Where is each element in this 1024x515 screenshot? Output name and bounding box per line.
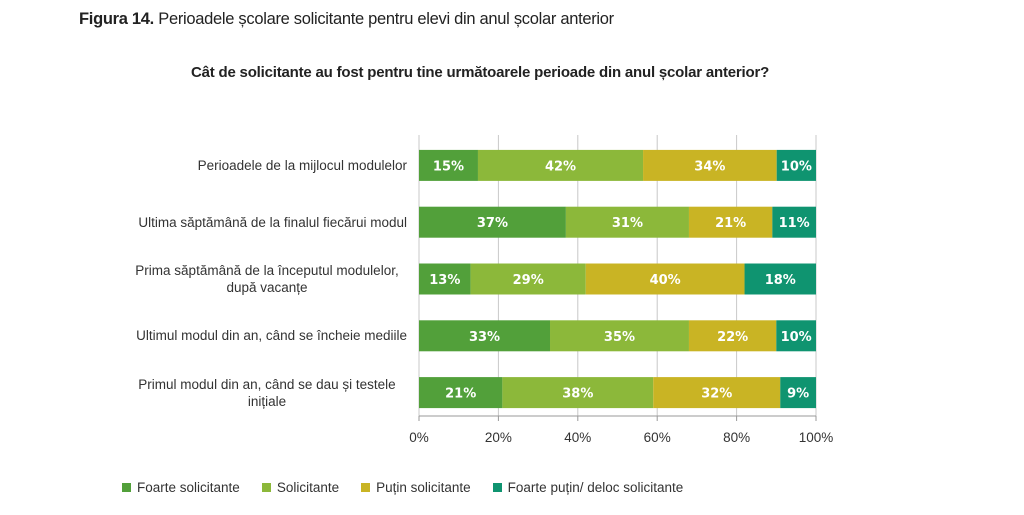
bar-segment bbox=[688, 206, 773, 238]
bar-segment bbox=[419, 149, 478, 181]
bar-segment bbox=[776, 320, 816, 352]
data-label: 21% bbox=[715, 216, 746, 231]
x-tick-label: 60% bbox=[644, 430, 671, 445]
figure-number: Figura 14. bbox=[79, 10, 154, 28]
bar-segment bbox=[688, 320, 777, 352]
legend-item: Foarte solicitante bbox=[122, 480, 240, 495]
data-label: 38% bbox=[562, 387, 593, 402]
legend-swatch bbox=[361, 483, 371, 492]
legend-label: Solicitante bbox=[276, 480, 340, 495]
legend: Foarte solicitante Solicitante Puțin solic… bbox=[122, 480, 705, 495]
category-label: Prima săptămână de la începutul modulelo… bbox=[135, 263, 399, 295]
data-label: 31% bbox=[612, 216, 643, 231]
data-label: 33% bbox=[469, 330, 500, 345]
bar-segment bbox=[585, 263, 745, 295]
x-tick-label: 0% bbox=[409, 430, 429, 445]
data-label: 35% bbox=[604, 330, 635, 345]
legend-swatch bbox=[492, 483, 502, 492]
data-label: 13% bbox=[429, 273, 460, 288]
legend-swatch bbox=[261, 483, 271, 492]
data-label: 11% bbox=[779, 216, 810, 231]
data-label: 32% bbox=[701, 387, 732, 402]
bar-segment bbox=[653, 377, 781, 409]
legend-label: Foarte solicitante bbox=[137, 480, 240, 495]
bar-segment bbox=[470, 263, 586, 295]
x-tick-label: 40% bbox=[564, 430, 591, 445]
data-label: 22% bbox=[717, 330, 748, 345]
data-label: 29% bbox=[513, 273, 544, 288]
bar-segment bbox=[550, 320, 689, 352]
data-label: 10% bbox=[781, 330, 812, 345]
category-label: Ultimul modul din an, când se încheie me… bbox=[136, 328, 407, 344]
legend-label: Puțin solicitante bbox=[376, 480, 471, 495]
figure-caption: Figura 14. Perioadele școlare solicitant… bbox=[79, 10, 614, 29]
data-label: 37% bbox=[477, 216, 508, 231]
bar-segment bbox=[419, 320, 551, 352]
bar-segment bbox=[477, 149, 644, 181]
data-label: 42% bbox=[545, 159, 576, 174]
category-label: Primul modul din an, când se dau și test… bbox=[138, 376, 396, 409]
legend-swatch bbox=[122, 483, 131, 492]
bar-segment bbox=[419, 263, 471, 295]
data-label: 15% bbox=[433, 159, 464, 174]
bar-segment bbox=[744, 263, 816, 295]
bar-segment bbox=[565, 206, 689, 238]
bar-segment bbox=[419, 377, 503, 409]
data-label: 9% bbox=[787, 387, 809, 402]
figure-caption-text: Perioadele școlare solicitante pentru el… bbox=[158, 10, 614, 28]
data-label: 34% bbox=[694, 159, 725, 174]
bar-segment bbox=[419, 206, 566, 238]
data-label: 10% bbox=[781, 159, 812, 174]
x-tick-label: 20% bbox=[485, 430, 512, 445]
x-tick-label: 80% bbox=[723, 430, 750, 445]
data-label: 21% bbox=[445, 387, 476, 402]
legend-item: Solicitante bbox=[261, 480, 340, 495]
category-label: Ultima săptămână de la finalul fiecărui … bbox=[138, 214, 407, 230]
data-label: 40% bbox=[650, 273, 681, 288]
data-label: 18% bbox=[765, 273, 796, 288]
legend-item: Foarte puțin/ deloc solicitante bbox=[492, 480, 684, 495]
chart-title: Cât de solicitante au fost pentru tine u… bbox=[190, 64, 770, 81]
bar-segment bbox=[776, 149, 816, 181]
category-label: Perioadele de la mijlocul modulelor bbox=[197, 157, 407, 173]
bar-segment bbox=[772, 206, 816, 238]
bar-segment bbox=[780, 377, 816, 409]
legend-label: Foarte puțin/ deloc solicitante bbox=[507, 480, 684, 495]
bar-segment bbox=[502, 377, 654, 409]
x-tick-label: 100% bbox=[799, 430, 834, 445]
legend-item: Puțin solicitante bbox=[361, 480, 471, 495]
bar-segment bbox=[643, 149, 777, 181]
